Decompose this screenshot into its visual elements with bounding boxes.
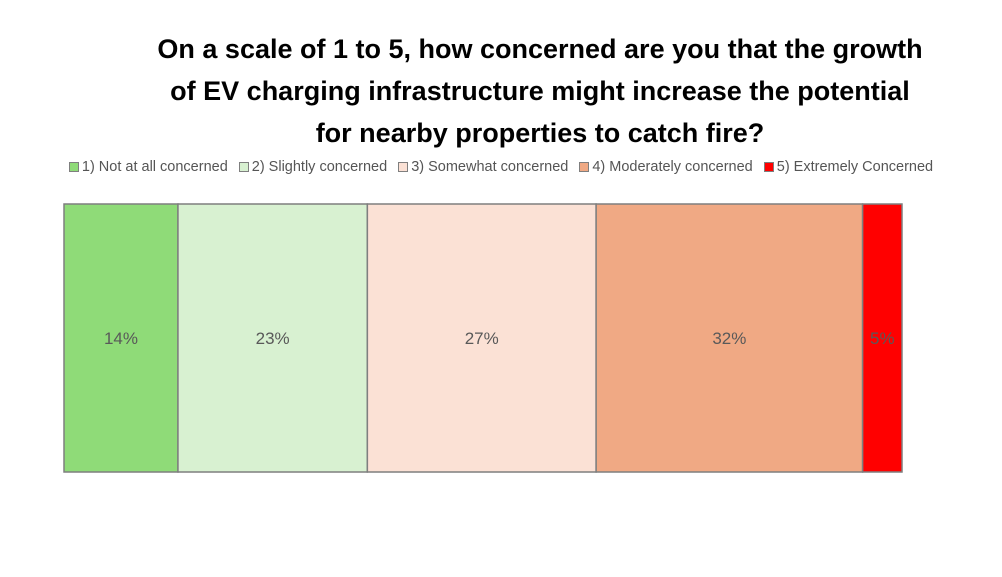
legend-item-slightly-concerned: 2) Slightly concerned (238, 159, 388, 175)
bar-segment-extremely-concerned (861, 203, 903, 473)
chart-title-line-3: for nearby properties to catch fire? (315, 118, 765, 148)
bar-segment-slightly-concerned (177, 203, 369, 473)
legend-swatch-not-at-all-concerned (68, 162, 79, 172)
legend-swatch-slightly-concerned (238, 162, 249, 172)
legend-label-somewhat-concerned: 3) Somewhat concerned (411, 159, 569, 175)
legend-label-moderately-concerned: 4) Moderately concerned (592, 159, 753, 175)
data-label-somewhat-concerned: 27% (465, 329, 499, 348)
legend-item-extremely-concerned: 5) Extremely Concerned (763, 159, 934, 175)
chart-title-line-2: of EV charging infrastructure might incr… (170, 76, 910, 106)
legend-item-moderately-concerned: 4) Moderately concerned (579, 159, 753, 175)
legend-swatch-extremely-concerned (763, 162, 774, 172)
legend-item-not-at-all-concerned: 1) Not at all concerned (68, 159, 228, 175)
data-label-slightly-concerned: 23% (256, 329, 290, 348)
data-label-moderately-concerned: 32% (712, 329, 746, 348)
legend-label-slightly-concerned: 2) Slightly concerned (251, 159, 388, 175)
data-label-not-at-all-concerned: 14% (104, 329, 138, 348)
bar-segment-not-at-all-concerned (63, 203, 179, 473)
legend-label-extremely-concerned: 5) Extremely Concerned (776, 159, 934, 175)
chart-title: On a scale of 1 to 5, how concerned are … (130, 28, 950, 154)
legend-item-somewhat-concerned: 3) Somewhat concerned (398, 159, 568, 175)
legend-label-not-at-all-concerned: 1) Not at all concerned (81, 159, 228, 175)
chart-legend: 1) Not at all concerned 2) Slightly conc… (0, 158, 1002, 176)
legend-swatch-somewhat-concerned (398, 162, 409, 172)
bar-segment-moderately-concerned (595, 203, 864, 473)
data-label-extremely-concerned: 5% (870, 329, 895, 348)
legend-swatch-moderately-concerned (579, 162, 590, 172)
chart-title-line-1: On a scale of 1 to 5, how concerned are … (157, 34, 923, 64)
